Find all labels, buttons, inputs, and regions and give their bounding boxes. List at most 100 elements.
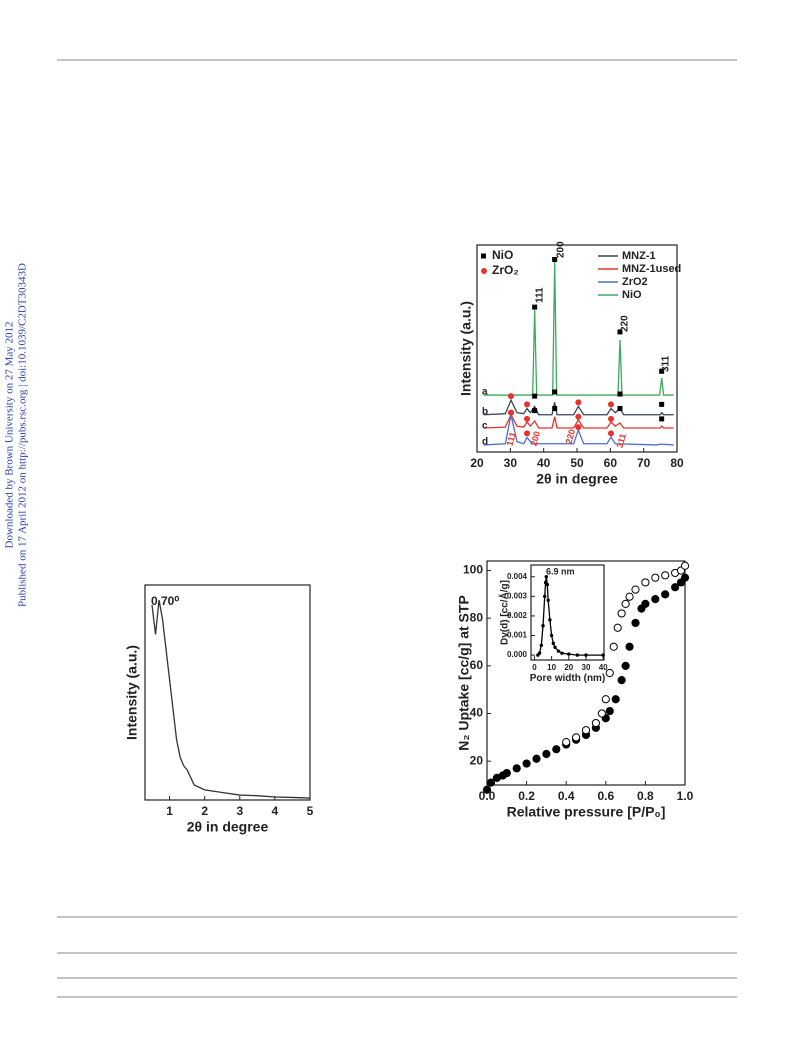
curve-label: a xyxy=(482,387,488,398)
annotation: 6.9 nm xyxy=(546,566,575,576)
peak-label: 111 xyxy=(505,431,518,447)
data-point xyxy=(625,642,634,651)
data-point xyxy=(661,571,670,580)
data-point xyxy=(661,590,670,599)
data-point xyxy=(680,561,690,570)
legend-label: MNZ-1 xyxy=(622,250,656,262)
y-tick-label: 0.000 xyxy=(507,650,528,659)
phase-marker xyxy=(575,413,582,420)
x-tick-label: 0.8 xyxy=(637,789,654,803)
legend-label: ZrO₂ xyxy=(492,263,519,277)
x-tick-label: 60 xyxy=(604,456,618,470)
y-tick-label: 0.002 xyxy=(507,611,528,620)
data-point xyxy=(671,583,680,592)
data-point xyxy=(601,695,610,704)
legend-label: NiO xyxy=(492,248,513,262)
data-point xyxy=(621,661,630,670)
plot-frame xyxy=(144,584,311,801)
data-point xyxy=(512,764,521,773)
phase-marker xyxy=(532,393,538,399)
data-point xyxy=(631,618,640,628)
data-point xyxy=(575,653,580,657)
data-point xyxy=(617,609,626,618)
data-point xyxy=(544,575,548,579)
x-tick-label: 70 xyxy=(637,456,651,470)
data-point xyxy=(549,633,554,638)
data-point xyxy=(605,707,614,716)
x-tick-label: 80 xyxy=(670,456,684,470)
plot-frame xyxy=(486,560,686,786)
x-axis-label: 2θ in degree xyxy=(187,818,269,834)
y-tick-label: 0.001 xyxy=(507,631,528,640)
peak-label: 200 xyxy=(529,430,543,447)
data-point xyxy=(591,718,601,728)
data-point xyxy=(641,599,650,608)
x-tick-label: 0.2 xyxy=(518,789,535,803)
y-tick-label: 100 xyxy=(463,563,483,577)
x-tick-label: 5 xyxy=(307,804,314,818)
x-tick-label: 40 xyxy=(599,663,608,672)
data-point xyxy=(609,642,618,651)
data-point xyxy=(553,645,557,649)
x-tick-label: 0.4 xyxy=(558,789,575,803)
peak-label: 311 xyxy=(661,355,672,372)
phase-marker xyxy=(617,329,623,335)
x-tick-label: 20 xyxy=(470,456,484,470)
phase-marker xyxy=(524,415,530,422)
data-point xyxy=(584,653,588,657)
data-point xyxy=(621,599,630,608)
data-point xyxy=(502,768,511,778)
series-line xyxy=(483,414,674,446)
sidebar-text: Published on 17 April 2012 on http://pub… xyxy=(17,263,29,607)
x-tick-label: 4 xyxy=(272,804,279,818)
data-point xyxy=(611,695,620,704)
data-point xyxy=(537,651,542,655)
data-point xyxy=(536,653,540,657)
curve-label: c xyxy=(482,421,488,432)
x-axis-label: Pore width (nm) xyxy=(530,673,606,684)
data-point xyxy=(613,623,622,632)
sidebar-text: Downloaded by Brown University on 27 May… xyxy=(4,321,16,548)
phase-marker xyxy=(552,389,558,395)
y-tick-label: 80 xyxy=(470,610,484,624)
y-tick-label: 40 xyxy=(470,706,484,720)
peak-label: 220 xyxy=(564,428,578,445)
phase-marker xyxy=(524,430,530,437)
phase-marker xyxy=(608,430,614,437)
peak-label: 311 xyxy=(615,433,628,450)
data-point xyxy=(680,573,690,582)
data-point xyxy=(541,624,545,628)
x-tick-label: 0 xyxy=(532,663,537,672)
data-point xyxy=(617,676,626,685)
y-tick-label: 0.003 xyxy=(507,591,528,600)
y-axis-label: N₂ Uptake [cc/g] at STP xyxy=(456,595,472,751)
x-tick-label: 30 xyxy=(582,663,591,672)
data-point xyxy=(552,745,561,754)
phase-marker xyxy=(617,406,623,412)
phase-marker xyxy=(575,424,582,431)
data-point xyxy=(572,733,581,742)
series-line xyxy=(483,261,674,396)
phase-marker xyxy=(508,393,514,400)
data-point xyxy=(641,578,650,587)
data-point xyxy=(539,643,544,648)
x-axis-label: 2θ in degree xyxy=(536,470,618,486)
plot-frame xyxy=(530,564,605,661)
y-axis-label: Dv(d) [cc/Å/g] xyxy=(498,580,511,645)
legend-label: MNZ-1used xyxy=(622,263,681,275)
phase-marker xyxy=(659,401,665,407)
phase-marker xyxy=(659,416,665,422)
curve-label: b xyxy=(482,407,488,418)
data-point xyxy=(581,726,591,735)
data-point xyxy=(542,749,551,759)
data-point xyxy=(631,585,640,594)
legend-swatch xyxy=(481,253,486,259)
data-point xyxy=(560,651,564,655)
data-point xyxy=(543,594,547,599)
x-tick-label: 1.0 xyxy=(677,789,694,803)
x-tick-label: 1 xyxy=(166,804,173,818)
data-point xyxy=(486,778,496,787)
phase-marker xyxy=(608,415,614,422)
legend-swatch xyxy=(481,268,487,274)
